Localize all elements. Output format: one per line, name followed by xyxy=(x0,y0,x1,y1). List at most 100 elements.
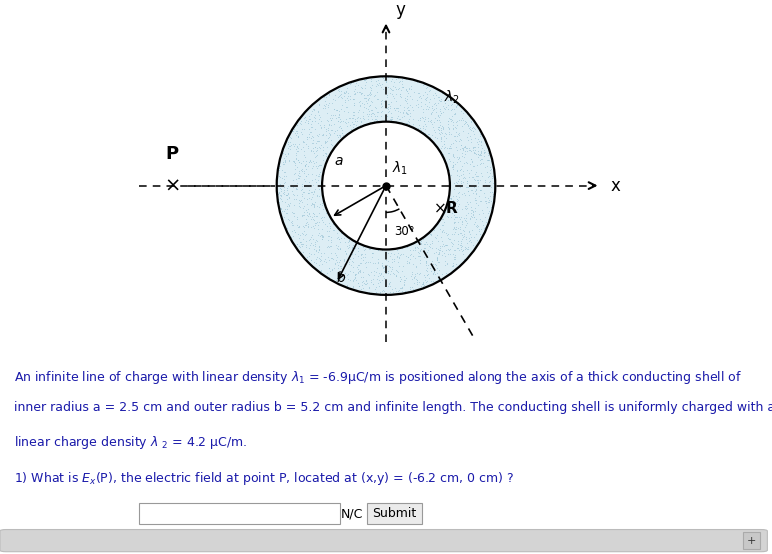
Point xyxy=(458,232,470,240)
Point xyxy=(335,266,347,275)
Point xyxy=(464,114,476,122)
Point xyxy=(306,222,319,230)
Point xyxy=(307,136,320,145)
Point xyxy=(296,190,309,199)
Point xyxy=(339,98,351,106)
Point xyxy=(278,168,290,177)
Point xyxy=(410,263,422,271)
Point xyxy=(398,281,411,290)
Point xyxy=(442,250,454,259)
Point xyxy=(313,167,326,176)
Point xyxy=(431,253,443,261)
Point xyxy=(365,243,378,252)
Point xyxy=(453,193,466,202)
Point xyxy=(360,94,372,102)
Point xyxy=(300,220,312,229)
Point xyxy=(468,232,480,241)
Point xyxy=(451,171,463,179)
Point xyxy=(308,188,320,197)
Point xyxy=(333,84,345,93)
Point xyxy=(296,228,308,237)
Point xyxy=(419,105,432,114)
Point xyxy=(306,190,319,199)
Point xyxy=(348,116,361,125)
Point xyxy=(430,248,442,257)
Point xyxy=(483,181,496,190)
Point xyxy=(273,191,286,199)
Point xyxy=(292,173,304,182)
Point xyxy=(344,121,357,130)
Point xyxy=(380,256,392,265)
Point xyxy=(381,77,393,86)
Point xyxy=(344,254,356,263)
Point xyxy=(435,232,447,241)
Point xyxy=(311,220,323,229)
Point xyxy=(480,218,493,227)
Point xyxy=(354,87,366,96)
Point xyxy=(317,145,330,154)
Point xyxy=(462,173,475,182)
Point xyxy=(406,270,418,279)
Text: Submit: Submit xyxy=(372,507,417,520)
Point xyxy=(361,275,373,284)
Point xyxy=(349,270,361,279)
Point xyxy=(282,139,294,148)
Point xyxy=(313,112,326,121)
Point xyxy=(409,243,422,252)
Point xyxy=(282,148,294,157)
Point xyxy=(346,114,358,122)
Point xyxy=(341,88,354,97)
Point xyxy=(456,190,469,199)
Point xyxy=(293,202,305,211)
Point xyxy=(452,188,464,197)
Point xyxy=(455,148,468,157)
Point xyxy=(286,217,298,225)
Point xyxy=(435,270,448,279)
Point xyxy=(293,173,305,182)
Point xyxy=(289,161,301,170)
Point xyxy=(273,199,285,208)
Point xyxy=(288,157,300,166)
Point xyxy=(354,101,366,110)
Point xyxy=(308,203,320,212)
Point xyxy=(454,223,466,232)
Point xyxy=(372,254,384,263)
Point xyxy=(423,98,435,107)
Point xyxy=(310,246,323,255)
Point xyxy=(306,170,318,179)
Point xyxy=(317,150,329,159)
Point xyxy=(350,270,363,279)
Point xyxy=(334,87,346,96)
Point xyxy=(319,255,331,264)
Point xyxy=(296,179,308,188)
Point xyxy=(292,147,304,156)
Point xyxy=(340,80,352,89)
Point xyxy=(311,151,323,160)
Point xyxy=(326,265,338,274)
Point xyxy=(303,259,316,268)
Point xyxy=(347,120,360,129)
Point xyxy=(440,134,452,143)
Point xyxy=(308,250,320,259)
Text: x: x xyxy=(611,177,621,194)
Point xyxy=(310,212,323,220)
Point xyxy=(302,143,314,152)
Point xyxy=(464,160,476,169)
Point xyxy=(448,153,460,162)
Point xyxy=(282,149,294,158)
Point xyxy=(288,200,300,209)
Point xyxy=(394,273,406,281)
Point xyxy=(475,150,487,159)
Point xyxy=(349,90,361,99)
Point xyxy=(363,282,375,291)
Point xyxy=(355,250,367,259)
Point xyxy=(366,109,378,117)
Point xyxy=(306,117,319,126)
Point xyxy=(448,178,460,187)
Point xyxy=(320,131,332,140)
Point xyxy=(394,276,406,285)
Point xyxy=(359,253,371,261)
Point xyxy=(455,212,467,221)
Point xyxy=(334,255,347,264)
Point xyxy=(455,115,467,124)
